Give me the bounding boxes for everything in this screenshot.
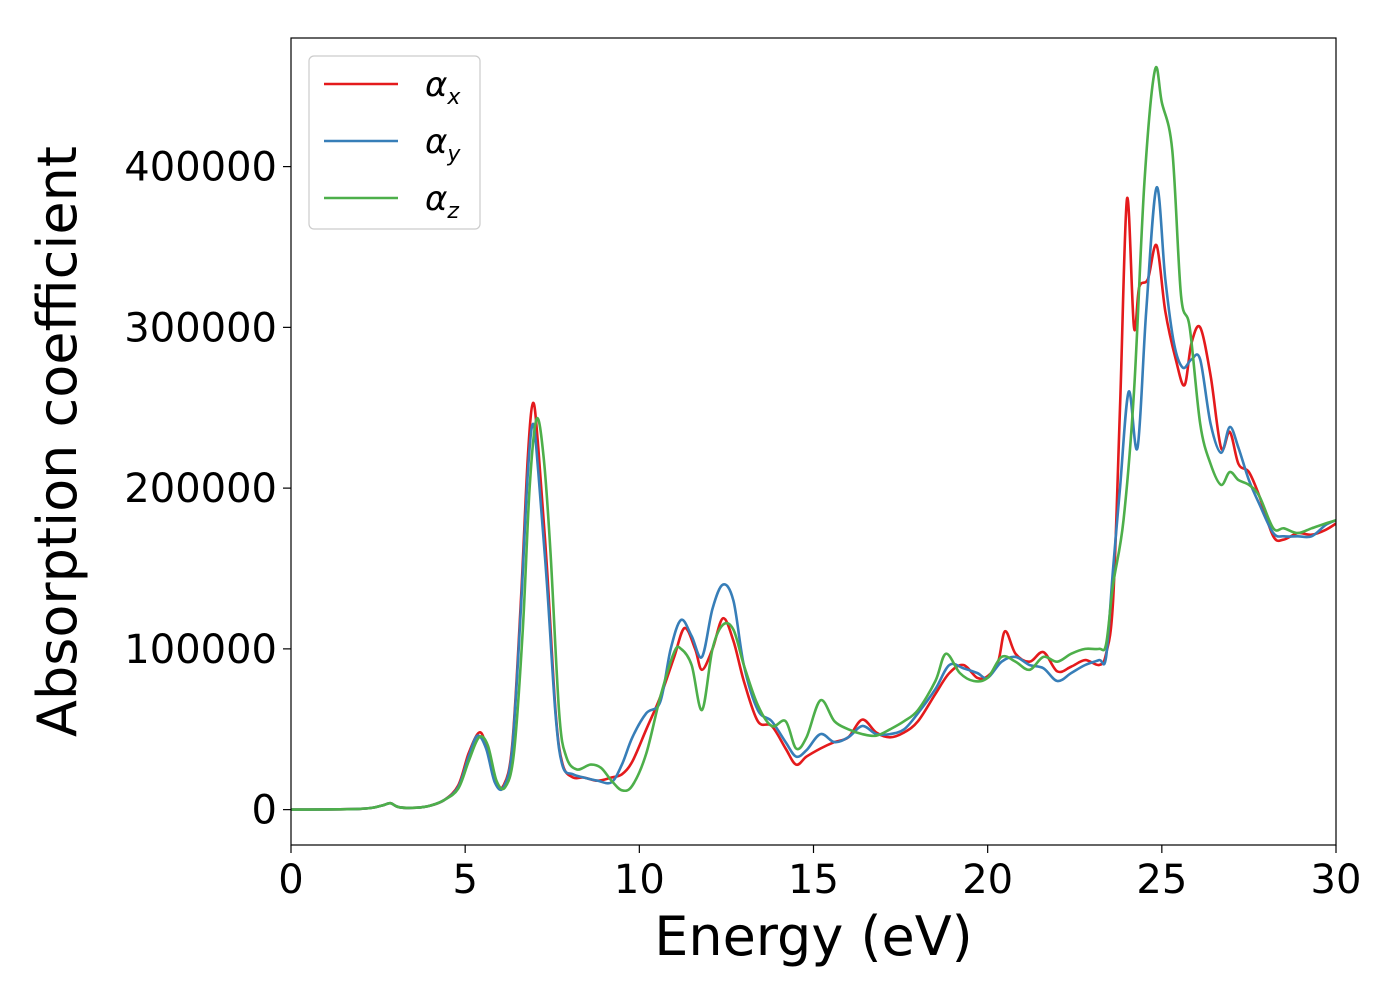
y-tick-label: 200000 — [124, 466, 277, 512]
y-axis: 0 100000 200000 300000 400000 — [124, 145, 291, 834]
legend-box — [308, 55, 481, 230]
x-axis: 0 5 10 15 20 25 30 — [278, 845, 1361, 903]
legend: αx αy αz — [308, 55, 481, 230]
x-tick-label: 20 — [962, 857, 1013, 903]
series-line-y — [291, 186, 1336, 811]
series-layer — [291, 65, 1336, 811]
legend-label-x: αx — [425, 65, 461, 110]
y-tick-label: 0 — [252, 788, 277, 834]
y-tick-label: 400000 — [124, 145, 277, 191]
y-tick-label: 300000 — [124, 305, 277, 351]
y-axis-title: Absorption coefficient — [26, 146, 89, 737]
x-axis-title: Energy (eV) — [654, 905, 973, 968]
x-tick-label: 30 — [1311, 857, 1362, 903]
legend-label-z: αz — [425, 179, 459, 224]
x-tick-label: 5 — [452, 857, 477, 903]
legend-label-y: αy — [425, 122, 461, 167]
x-tick-label: 0 — [278, 857, 303, 903]
series-line-z — [291, 65, 1336, 811]
y-tick-label: 100000 — [124, 627, 277, 673]
x-tick-label: 25 — [1136, 857, 1187, 903]
x-tick-label: 15 — [788, 857, 839, 903]
x-tick-label: 10 — [614, 857, 665, 903]
